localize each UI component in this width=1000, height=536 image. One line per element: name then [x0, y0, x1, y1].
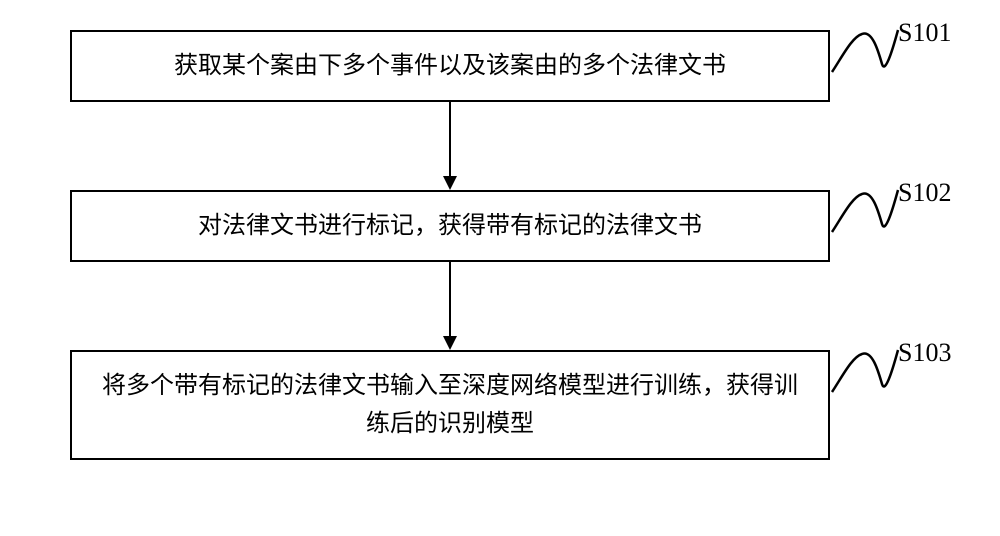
node-text: 获取某个案由下多个事件以及该案由的多个法律文书: [174, 47, 726, 85]
flowchart-node-s101: 获取某个案由下多个事件以及该案由的多个法律文书: [70, 30, 830, 102]
connector-squiggle-s103: [830, 342, 900, 400]
flowchart-node-s103: 将多个带有标记的法律文书输入至深度网络模型进行训练，获得训练后的识别模型: [70, 350, 830, 460]
flowchart-node-s102: 对法律文书进行标记，获得带有标记的法律文书: [70, 190, 830, 262]
step-label-s101: S101: [898, 18, 951, 48]
flowchart-arrow-2: [440, 262, 460, 350]
node-text: 对法律文书进行标记，获得带有标记的法律文书: [198, 207, 702, 245]
connector-squiggle-s102: [830, 182, 900, 240]
flowchart-arrow-1: [440, 102, 460, 190]
connector-squiggle-s101: [830, 22, 900, 80]
step-label-s103: S103: [898, 338, 951, 368]
step-label-s102: S102: [898, 178, 951, 208]
node-text: 将多个带有标记的法律文书输入至深度网络模型进行训练，获得训练后的识别模型: [92, 367, 808, 444]
flowchart-container: 获取某个案由下多个事件以及该案由的多个法律文书 S101 对法律文书进行标记，获…: [0, 0, 1000, 536]
